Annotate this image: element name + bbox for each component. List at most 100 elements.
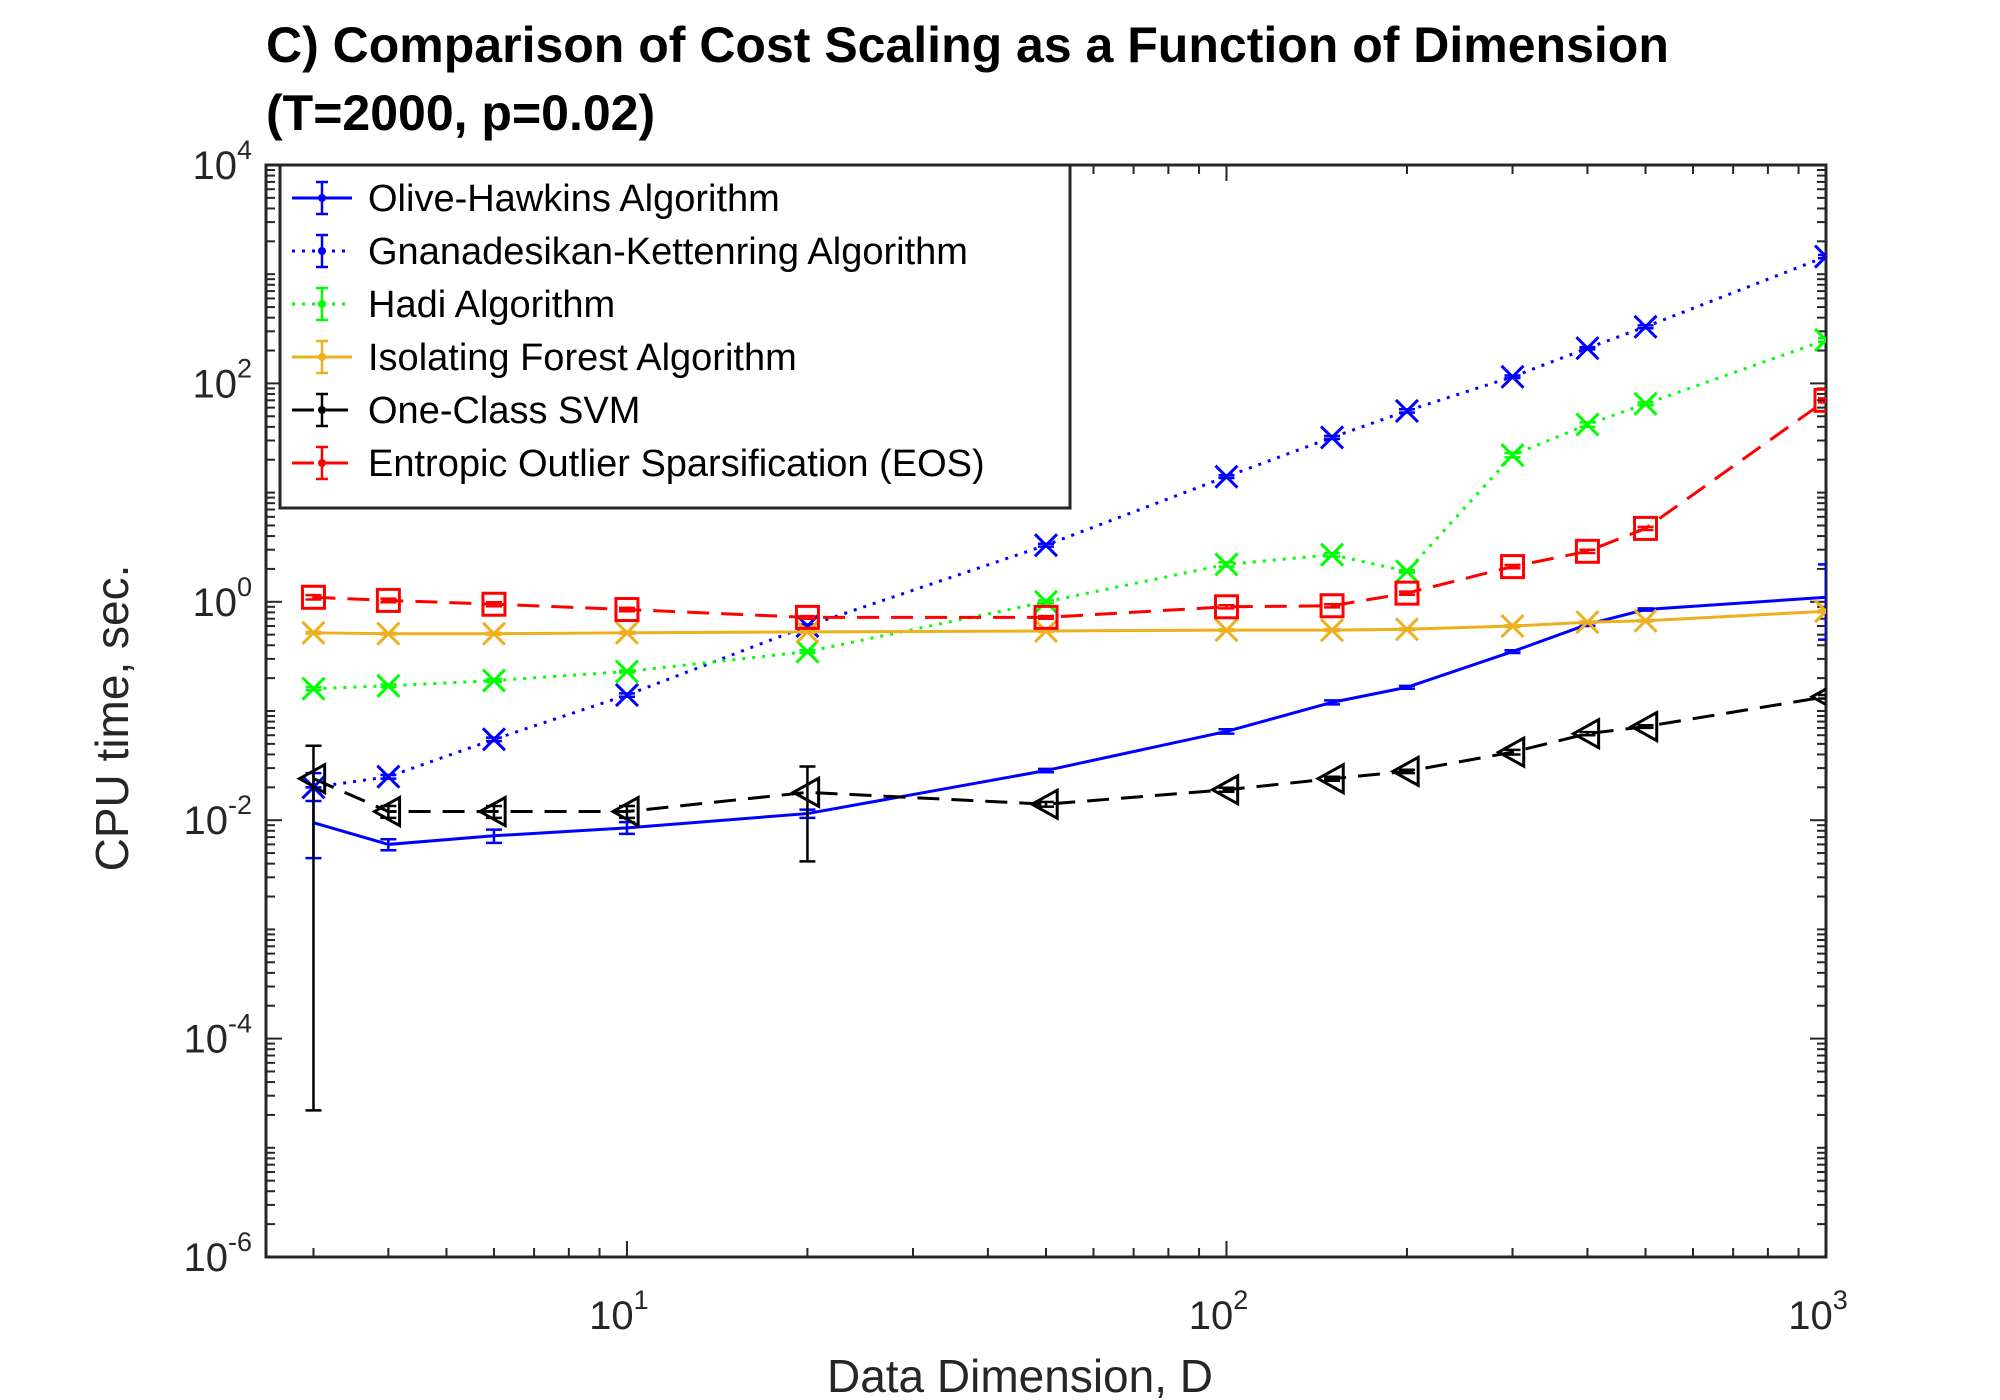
legend-label: One-Class SVM (368, 390, 640, 432)
x-tick-label-exponent: 3 (1833, 1285, 1848, 1315)
data-point-marker (1633, 515, 1659, 541)
legend-marker-dot (318, 247, 326, 255)
data-point-marker (1394, 559, 1420, 584)
data-point-marker (1214, 618, 1239, 643)
data-point-marker (1575, 610, 1600, 635)
y-tick-label: 10-4 (183, 1009, 252, 1062)
data-point-marker (795, 639, 820, 664)
data-point-marker (1495, 735, 1526, 769)
series-5 (300, 387, 1826, 630)
data-point-marker (1394, 580, 1420, 606)
y-tick-label: 10-6 (183, 1227, 252, 1280)
data-point-marker (1319, 542, 1345, 567)
data-point-marker (1033, 604, 1059, 630)
data-point-marker (481, 727, 507, 752)
data-point-marker (614, 620, 640, 645)
legend-label: Isolating Forest Algorithm (368, 337, 797, 379)
y-tick-label-base: 10 (183, 799, 228, 843)
data-point-marker (1813, 327, 1826, 353)
data-point-marker (1500, 364, 1525, 389)
data-point-marker (300, 584, 326, 610)
data-point-marker (481, 621, 507, 646)
data-point-marker (1575, 412, 1600, 437)
data-point-marker (1319, 593, 1345, 619)
x-tick-label-exponent: 2 (1233, 1285, 1248, 1315)
data-point-marker (376, 621, 401, 646)
y-tick-label-exponent: 4 (237, 135, 252, 165)
data-point-marker (1214, 464, 1239, 489)
y-tick-label-base: 10 (183, 1236, 228, 1280)
data-point-marker (476, 795, 507, 829)
data-point-marker (1813, 387, 1826, 413)
series-line (313, 595, 1826, 846)
data-point-marker (1389, 754, 1420, 788)
data-point-marker (1628, 710, 1659, 744)
data-point-marker (1319, 618, 1345, 643)
legend-label: Gnanadesikan-Kettenring Algorithm (368, 231, 968, 273)
series-2 (301, 327, 1826, 701)
legend-marker-dot (318, 406, 326, 414)
legend-marker-dot (318, 353, 326, 361)
x-tick-label: 103 (1788, 1285, 1848, 1338)
data-point-marker (1314, 762, 1345, 796)
data-point-marker (1500, 613, 1525, 639)
series-0 (305, 563, 1826, 860)
data-point-marker (481, 591, 507, 617)
y-tick-label: 102 (192, 353, 252, 406)
x-tick-label-base: 10 (589, 1294, 634, 1338)
legend: Olive-Hawkins Algorithm Gnanadesikan-Kett… (278, 163, 1072, 510)
y-tick-label-base: 10 (192, 362, 237, 406)
data-point-marker (614, 659, 640, 684)
legend-label: Hadi Algorithm (368, 284, 615, 326)
y-tick-label: 10-2 (183, 790, 252, 843)
legend-marker-dot (318, 300, 326, 308)
data-point-marker (1033, 589, 1059, 614)
x-tick-label-base: 10 (1189, 1294, 1234, 1338)
legend-box (278, 163, 1072, 510)
y-tick-label-exponent: 0 (237, 572, 252, 602)
data-point-marker (1319, 425, 1345, 450)
legend-label: Olive-Hawkins Algorithm (368, 178, 780, 220)
x-tick-label: 101 (589, 1285, 649, 1338)
series-4 (296, 687, 1826, 1112)
data-point-marker (609, 795, 640, 829)
data-point-marker (301, 676, 326, 701)
legend-label: Entropic Outlier Sparsification (EOS) (368, 443, 985, 485)
y-tick-label-base: 10 (192, 581, 237, 625)
data-point-marker (1394, 398, 1420, 423)
data-point-marker (794, 604, 820, 630)
x-tick-label-exponent: 1 (634, 1285, 649, 1315)
y-tick-label-exponent: -6 (228, 1227, 252, 1257)
y-tick-label-exponent: -2 (228, 790, 252, 820)
data-point-marker (1570, 717, 1601, 751)
data-point-marker (1575, 336, 1600, 361)
chart-title-line-2: (T=2000, p=0.02) (266, 85, 655, 141)
y-tick-label: 100 (192, 572, 252, 625)
data-point-marker (1214, 552, 1239, 577)
data-point-marker (1033, 618, 1059, 644)
plot-area: 101 102 10310-610-410-2100102104Olive-Hawk… (183, 135, 1847, 1338)
data-point-marker (1813, 244, 1826, 269)
data-point-marker (376, 673, 401, 698)
data-point-marker (1394, 617, 1420, 642)
data-point-marker (1500, 554, 1526, 580)
data-point-marker (1813, 599, 1826, 624)
data-point-marker (795, 619, 820, 644)
series-3 (301, 599, 1826, 646)
data-point-marker (301, 620, 326, 645)
data-point-marker (1633, 314, 1658, 339)
data-point-marker (614, 682, 640, 708)
x-axis-label: Data Dimension, D (827, 1350, 1213, 1400)
y-tick-label-base: 10 (183, 1018, 228, 1062)
data-point-marker (1209, 773, 1240, 807)
x-tick-label-base: 10 (1788, 1294, 1833, 1338)
data-point-marker (481, 668, 507, 693)
series-line (313, 399, 1826, 619)
data-point-marker (790, 775, 821, 809)
chart-title-line-1: C) Comparison of Cost Scaling as a Funct… (266, 17, 1669, 73)
data-point-marker (375, 587, 401, 613)
data-point-marker (1574, 538, 1600, 564)
data-point-marker (1033, 533, 1059, 558)
data-point-marker (1633, 608, 1658, 633)
